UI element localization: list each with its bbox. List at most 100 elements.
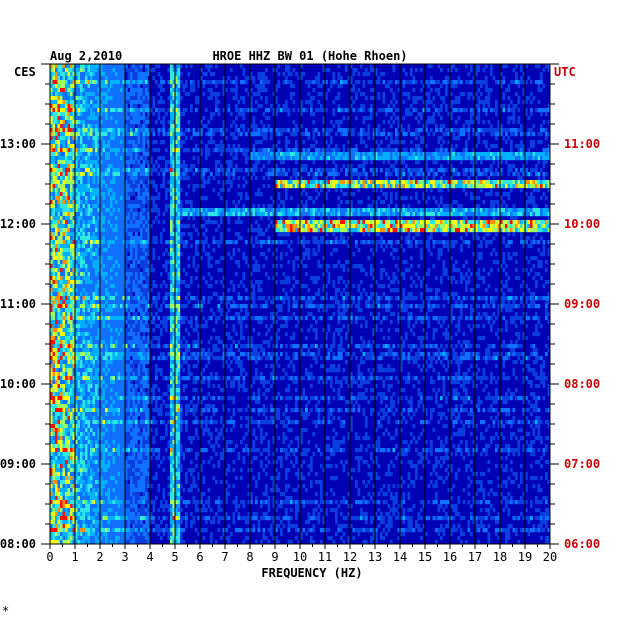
spectrogram-cell	[502, 220, 506, 225]
spectrogram-cell	[172, 176, 176, 181]
spectrogram-cell	[145, 64, 148, 69]
spectrogram-cell	[305, 128, 308, 133]
spectrogram-cell	[370, 216, 373, 221]
spectrogram-cell	[62, 152, 66, 157]
spectrogram-cell	[507, 88, 511, 93]
spectrogram-cell	[295, 72, 298, 77]
spectrogram-cell	[132, 76, 136, 81]
spectrogram-cell	[55, 192, 58, 197]
spectrogram-cell	[167, 168, 171, 173]
spectrogram-cell	[215, 104, 218, 109]
spectrogram-cell	[300, 224, 303, 229]
spectrogram-cell	[372, 152, 376, 157]
spectrogram-cell	[135, 208, 138, 213]
spectrogram-cell	[277, 64, 281, 69]
spectrogram-cell	[200, 132, 203, 137]
spectrogram-cell	[107, 124, 111, 129]
spectrogram-cell	[110, 164, 113, 169]
spectrogram-cell	[260, 120, 263, 125]
spectrogram-cell	[490, 124, 493, 129]
spectrogram-cell	[130, 140, 133, 145]
spectrogram-cell	[427, 220, 431, 225]
spectrogram-cell	[122, 64, 126, 69]
spectrogram-cell	[345, 220, 348, 225]
spectrogram-cell	[122, 100, 126, 105]
spectrogram-cell	[145, 176, 148, 181]
spectrogram-cell	[340, 200, 343, 205]
spectrogram-cell	[247, 196, 251, 201]
spectrogram-cell	[87, 200, 91, 205]
spectrogram-cell	[220, 188, 223, 193]
spectrogram-cell	[172, 88, 176, 93]
spectrogram-cell	[92, 192, 96, 197]
spectrogram-cell	[112, 140, 116, 145]
spectrogram-cell	[80, 200, 83, 205]
spectrogram-cell	[387, 172, 391, 177]
spectrogram-cell	[367, 220, 371, 225]
spectrogram-cell	[397, 180, 401, 185]
spectrogram-cell	[222, 188, 226, 193]
spectrogram-cell	[155, 148, 158, 153]
spectrogram-cell	[102, 216, 106, 221]
spectrogram-cell	[102, 76, 106, 81]
spectrogram-cell	[490, 228, 493, 233]
spectrogram-cell	[497, 192, 501, 197]
spectrogram-cell	[82, 100, 86, 105]
spectrogram-cell	[375, 156, 378, 161]
spectrogram-cell	[402, 128, 406, 133]
spectrogram-cell	[380, 180, 383, 185]
spectrogram-cell	[252, 92, 256, 97]
spectrogram-cell	[175, 104, 178, 109]
spectrogram-cell	[445, 224, 448, 229]
spectrogram-cell	[155, 216, 158, 221]
spectrogram-cell	[80, 236, 83, 241]
spectrogram-cell	[57, 200, 61, 205]
spectrogram-cell	[177, 132, 181, 137]
spectrogram-cell	[512, 108, 516, 113]
spectrogram-cell	[107, 164, 111, 169]
spectrogram-cell	[457, 204, 461, 209]
spectrogram-cell	[200, 168, 203, 173]
spectrogram-cell	[125, 168, 128, 173]
spectrogram-cell	[272, 112, 276, 117]
spectrogram-cell	[425, 92, 428, 97]
spectrogram-cell	[465, 220, 468, 225]
spectrogram-cell	[140, 104, 143, 109]
spectrogram-cell	[332, 176, 336, 181]
spectrogram-cell	[317, 108, 321, 113]
spectrogram-cell	[422, 192, 426, 197]
spectrogram-cell	[235, 208, 238, 213]
spectrogram-cell	[207, 152, 211, 157]
spectrogram-cell	[485, 64, 488, 69]
spectrogram-cell	[450, 112, 453, 117]
spectrogram-cell	[170, 232, 173, 237]
spectrogram-cell	[545, 132, 548, 137]
spectrogram-cell	[87, 224, 91, 229]
spectrogram-cell	[370, 208, 373, 213]
spectrogram-cell	[470, 220, 473, 225]
spectrogram-cell	[447, 128, 451, 133]
spectrogram-cell	[505, 152, 508, 157]
spectrogram-cell	[207, 80, 211, 85]
spectrogram-cell	[530, 92, 533, 97]
spectrogram-cell	[472, 212, 476, 217]
spectrogram-cell	[127, 192, 131, 197]
spectrogram-cell	[442, 168, 446, 173]
spectrogram-cell	[450, 68, 453, 73]
spectrogram-cell	[140, 208, 143, 213]
spectrogram-cell	[447, 188, 451, 193]
spectrogram-cell	[147, 160, 151, 165]
spectrogram-cell	[490, 64, 493, 69]
spectrogram-cell	[87, 220, 91, 225]
spectrogram-cell	[110, 140, 113, 145]
spectrogram-cell	[367, 152, 371, 157]
spectrogram-cell	[440, 96, 443, 101]
spectrogram-cell	[465, 64, 468, 69]
spectrogram-cell	[547, 148, 551, 153]
spectrogram-cell	[435, 172, 438, 177]
spectrogram-cell	[95, 204, 98, 209]
spectrogram-cell	[135, 220, 138, 225]
spectrogram-cell	[235, 80, 238, 85]
spectrogram-cell	[57, 160, 61, 165]
spectrogram-cell	[360, 220, 363, 225]
